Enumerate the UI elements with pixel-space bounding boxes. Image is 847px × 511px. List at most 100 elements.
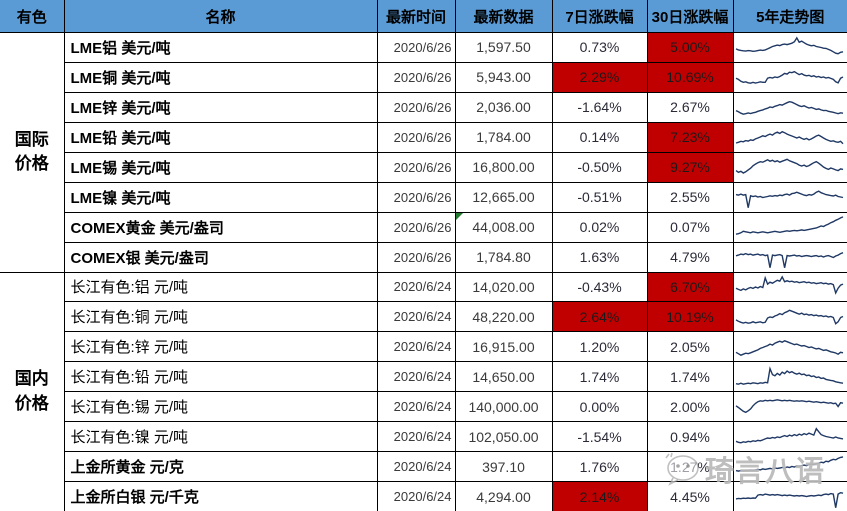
pct-30d-cell: 4.79% <box>646 241 734 273</box>
pct-30d-cell: 9.27% <box>646 151 734 183</box>
metal-name-cell: 上金所白银 元/千克 <box>63 481 378 511</box>
pct-7d-cell: -0.43% <box>551 271 648 303</box>
metal-name-cell: COMEX银 美元/盎司 <box>63 241 378 273</box>
sparkline-chart <box>736 455 844 472</box>
pct-30d-cell: 2.55% <box>646 181 734 213</box>
latest-value-cell: 14,020.00 <box>454 271 553 303</box>
metal-name-cell: 上金所黄金 元/克 <box>63 451 378 483</box>
table-row: LME锌 美元/吨 2020/6/26 2,036.00 -1.64% 2.67% <box>0 91 847 123</box>
latest-value-cell: 140,000.00 <box>454 391 553 423</box>
sparkline-chart <box>736 252 844 268</box>
header-row: 有色 名称 最新时间 最新数据 7日涨跌幅 30日涨跌幅 5年走势图 <box>0 0 847 33</box>
table-row: 长江有色:铅 元/吨 2020/6/24 14,650.00 1.74% 1.74% <box>0 361 847 393</box>
sparkline-chart <box>736 365 844 385</box>
latest-date-cell: 2020/6/26 <box>376 32 456 63</box>
sparkline-cell <box>732 91 847 123</box>
latest-value: 14,020.00 <box>472 278 535 295</box>
pct-7d-cell: 2.29% <box>551 61 648 93</box>
sparkline-cell <box>732 421 847 453</box>
metal-name-cell: LME镍 美元/吨 <box>63 181 378 213</box>
latest-date-cell: 2020/6/26 <box>376 181 456 213</box>
sparkline-chart <box>735 275 844 295</box>
sparkline-chart <box>736 216 844 235</box>
latest-value-cell: 2,036.00 <box>454 91 553 123</box>
pct-7d-cell: 1.63% <box>551 241 648 273</box>
latest-value: 16,800.00 <box>472 159 535 176</box>
latest-value-cell: 5,943.00 <box>454 61 553 93</box>
pct-30d-cell: 10.19% <box>646 301 734 333</box>
latest-value-cell: 48,220.00 <box>454 301 553 333</box>
pct-30d-cell: 6.70% <box>646 271 734 303</box>
pct-7d-cell: 0.02% <box>551 211 648 243</box>
sparkline-cell <box>732 271 847 303</box>
pct-7d-cell: 1.76% <box>551 451 648 483</box>
sparkline-cell <box>732 361 847 393</box>
table-row: 长江有色:锡 元/吨 2020/6/24 140,000.00 0.00% 2.00% <box>0 391 847 423</box>
pct-7d-cell: -0.50% <box>551 151 648 183</box>
latest-value: 1,784.80 <box>476 249 531 266</box>
latest-date-cell: 2020/6/26 <box>376 151 456 183</box>
sparkline-chart <box>735 398 844 413</box>
latest-date-cell: 2020/6/24 <box>376 301 456 333</box>
pct-30d-cell: 0.07% <box>646 211 734 243</box>
latest-date-cell: 2020/6/24 <box>376 391 456 423</box>
sparkline-chart <box>735 36 844 55</box>
pct-30d-cell: 5.00% <box>646 32 734 63</box>
latest-value-cell: 16,800.00 <box>454 151 553 183</box>
latest-value: 2,036.00 <box>476 99 531 116</box>
pct-30d-cell: 2.05% <box>646 331 734 363</box>
metal-name-cell: COMEX黄金 美元/盎司 <box>63 211 378 243</box>
table-row: LME锡 美元/吨 2020/6/26 16,800.00 -0.50% 9.27% <box>0 151 847 183</box>
pct-7d-cell: 2.14% <box>551 481 648 511</box>
latest-date-cell: 2020/6/24 <box>376 481 456 511</box>
table-row: LME镍 美元/吨 2020/6/26 12,665.00 -0.51% 2.55% <box>0 181 847 213</box>
table-row: LME铅 美元/吨 2020/6/26 1,784.00 0.14% 7.23% <box>0 121 847 153</box>
latest-date-cell: 2020/6/24 <box>376 421 456 453</box>
table-header: 有色 名称 最新时间 最新数据 7日涨跌幅 30日涨跌幅 5年走势图 <box>0 0 847 33</box>
sparkline-chart <box>736 491 844 508</box>
pct-30d-cell: 2.00% <box>646 391 734 423</box>
latest-value: 1,597.50 <box>476 39 531 56</box>
metal-name-cell: LME铅 美元/吨 <box>63 121 378 153</box>
latest-value: 48,220.00 <box>472 308 535 325</box>
category-cell: 国际价格 <box>0 32 65 273</box>
table-row: 国际价格 LME铝 美元/吨 2020/6/26 1,597.50 0.73% 5.00% <box>0 32 847 273</box>
latest-value-cell: 1,784.80 <box>454 241 553 273</box>
pct-7d-cell: 0.00% <box>551 391 648 423</box>
sparkline-chart <box>736 190 844 209</box>
latest-value-cell: 4,294.00 <box>454 481 553 511</box>
col-header-value: 最新数据 <box>454 0 553 33</box>
table-row: LME铜 美元/吨 2020/6/26 5,943.00 2.29% 10.69% <box>0 61 847 93</box>
latest-date-cell: 2020/6/24 <box>376 361 456 393</box>
latest-value-cell: 397.10 <box>454 451 553 483</box>
metal-name-cell: 长江有色:锌 元/吨 <box>63 331 378 363</box>
latest-value-cell: 12,665.00 <box>454 181 553 213</box>
sparkline-cell <box>732 451 847 483</box>
sparkline-cell <box>732 61 847 93</box>
latest-value: 12,665.00 <box>472 189 535 206</box>
pct-30d-cell: 0.94% <box>646 421 734 453</box>
col-header-30d-change: 30日涨跌幅 <box>646 0 734 33</box>
table-row: 长江有色:镍 元/吨 2020/6/24 102,050.00 -1.54% 0.94% <box>0 421 847 453</box>
pct-7d-cell: 2.64% <box>551 301 648 333</box>
latest-value: 1,784.00 <box>476 129 531 146</box>
metal-name-cell: LME铝 美元/吨 <box>63 32 378 63</box>
pct-30d-cell: 2.67% <box>646 91 734 123</box>
metal-name-cell: 长江有色:铜 元/吨 <box>63 301 378 333</box>
latest-date-cell: 2020/6/24 <box>376 331 456 363</box>
sparkline-cell <box>732 151 847 183</box>
sparkline-cell <box>732 301 847 333</box>
sparkline-chart <box>736 131 844 145</box>
pct-7d-cell: 1.20% <box>551 331 648 363</box>
latest-value-cell: 44,008.00 <box>454 211 553 243</box>
sparkline-cell <box>732 181 847 213</box>
latest-value: 102,050.00 <box>468 428 539 445</box>
metal-name-cell: 长江有色:铅 元/吨 <box>63 361 378 393</box>
metal-name-cell: LME锡 美元/吨 <box>63 151 378 183</box>
latest-value: 44,008.00 <box>472 219 535 236</box>
category-cell: 国内价格 <box>0 271 65 511</box>
latest-value-cell: 16,915.00 <box>454 331 553 363</box>
latest-value-cell: 1,597.50 <box>454 32 553 63</box>
pct-30d-cell: 7.23% <box>646 121 734 153</box>
